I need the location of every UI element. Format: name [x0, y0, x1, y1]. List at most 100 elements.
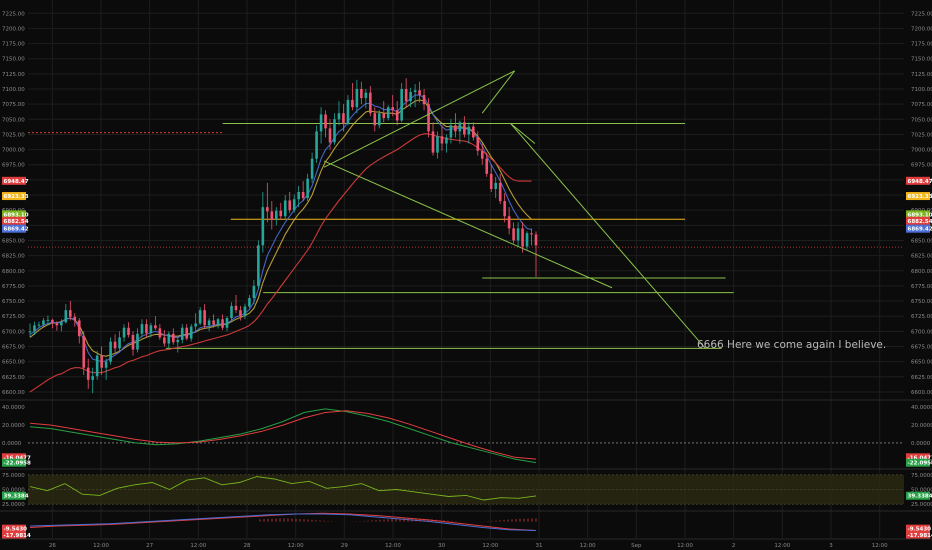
right-axis-tick-label: 40.0000 — [911, 405, 932, 411]
time-axis[interactable]: 26 12:00 27 12:00 28 12:00 29 12:00 30 12:00 31 12:… — [0, 538, 932, 549]
candle-body — [91, 376, 94, 380]
right-axis-tick-label: 6675.00 — [911, 345, 932, 351]
candle-body — [306, 178, 309, 199]
left-price-tag-label: 6869.42 — [4, 227, 29, 233]
right-price-axis[interactable]: 7225.00 7200.00 7175.00 7150.00 7125.00 7100.… — [911, 11, 932, 396]
right-axis-tick-label: 7050.00 — [911, 117, 932, 123]
candle-body — [530, 233, 533, 235]
left-axis-tick-label: 0.0000 — [2, 441, 22, 447]
trendline — [510, 123, 706, 349]
candle-body — [297, 192, 300, 200]
time-axis-tick-label: 12:00 — [385, 543, 401, 549]
right-axis-tick-label: 7200.00 — [911, 26, 932, 32]
trendlines[interactable] — [323, 70, 706, 349]
right-price-tag-label: 6948.47 — [908, 179, 932, 185]
candle-body — [427, 104, 430, 132]
left-price-tag-label: 6882.54 — [4, 219, 29, 225]
candlesticks[interactable] — [28, 78, 538, 394]
time-axis-tick-label: 12:00 — [190, 543, 206, 549]
right-axis-tick-label: 0.0000 — [911, 441, 931, 447]
left-axis-tick-label: 75.0000 — [2, 473, 25, 479]
candle-body — [391, 107, 395, 111]
left-price-tag — [2, 176, 26, 185]
time-axis-tick-label: 12:00 — [774, 543, 790, 549]
right-value-tag-label: -17.9814 — [908, 533, 932, 539]
right-axis-tick-label: 6850.00 — [911, 238, 932, 244]
trendline — [481, 70, 516, 114]
candle-body — [185, 327, 189, 339]
candle-body — [131, 334, 135, 350]
candle-body — [369, 92, 372, 114]
right-value-tag — [906, 458, 930, 467]
candle-body — [77, 320, 81, 337]
right-price-tag — [906, 216, 930, 225]
rsi-band — [28, 474, 904, 505]
candle-body — [28, 331, 32, 333]
price-tags: 6948.47 6948.47 6923.33 6923.33 6893.10 6893.… — [2, 176, 932, 233]
candle-body — [507, 216, 511, 229]
candle-body — [189, 326, 193, 339]
candle-body — [458, 122, 462, 132]
candle-body — [400, 89, 403, 121]
left-axis-tick-label: 6650.00 — [2, 360, 25, 366]
left-axis-tick-label: 6600.00 — [2, 390, 25, 396]
trendline — [510, 123, 536, 144]
right-axis-tick-label: 7175.00 — [911, 42, 932, 48]
support-resistance-lines[interactable] — [28, 123, 904, 349]
candle-body — [261, 207, 265, 246]
left-axis-tick-label: 7175.00 — [2, 42, 25, 48]
candle-body — [257, 245, 260, 286]
price-pane[interactable]: 6666 Here we come again I believe. — [28, 12, 904, 394]
right-price-tag — [906, 176, 930, 185]
candle-body — [440, 136, 444, 144]
candle-body — [203, 310, 206, 326]
candle-body — [436, 136, 439, 153]
trendline — [323, 160, 613, 289]
candle-body — [248, 298, 251, 307]
indicator-line — [29, 513, 537, 531]
candle-body — [33, 325, 36, 332]
candle-body — [355, 89, 359, 108]
left-value-tag-label: -17.9814 — [4, 533, 32, 539]
candle-body — [225, 318, 229, 328]
candle-body — [122, 327, 126, 338]
candle-body — [472, 126, 475, 138]
candle-body — [207, 320, 211, 326]
candle-body — [301, 192, 305, 199]
left-value-tag — [2, 530, 26, 539]
right-axis-tick-label: 7000.00 — [911, 148, 932, 154]
candle-body — [239, 310, 242, 317]
candle-body — [360, 89, 363, 99]
indicator-line — [29, 408, 537, 464]
candle-body — [283, 200, 287, 217]
candle-body — [69, 310, 72, 317]
candle-body — [234, 305, 238, 311]
candle-body — [243, 306, 247, 317]
right-axis-tick-label: 6825.00 — [911, 254, 932, 260]
left-value-tag-label: -22.0958 — [4, 461, 32, 467]
right-axis-tick-label: 7075.00 — [911, 102, 932, 108]
candle-body — [292, 199, 296, 211]
candle-body — [422, 95, 426, 105]
candle-body — [485, 158, 489, 174]
candle-body — [494, 182, 497, 189]
chart-annotation[interactable]: 6666 Here we come again I believe. — [697, 339, 886, 351]
left-axis-tick-label: 6675.00 — [2, 345, 25, 351]
candle-body — [73, 316, 77, 321]
candle-body — [55, 323, 59, 326]
left-axis-tick-label: 6850.00 — [2, 238, 25, 244]
candle-body — [431, 131, 435, 153]
candle-body — [252, 285, 256, 299]
left-axis-tick-label: 6825.00 — [2, 254, 25, 260]
left-axis-tick-label: 6725.00 — [2, 314, 25, 320]
candle-body — [386, 107, 390, 119]
candle-body — [534, 234, 538, 246]
candle-body — [266, 207, 269, 212]
candle-body — [127, 327, 130, 335]
right-value-tag — [906, 530, 930, 539]
trendline — [323, 70, 515, 168]
left-price-tag-label: 6923.33 — [4, 194, 29, 200]
candle-body — [60, 322, 63, 326]
